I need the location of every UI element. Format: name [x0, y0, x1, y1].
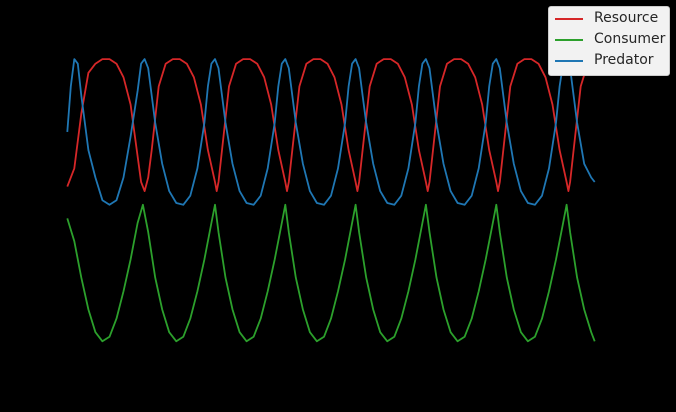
y-tick-label: -0.4 [31, 325, 54, 339]
y-tick-label: 2.6 [35, 52, 54, 66]
legend-item-predator: Predator [549, 51, 669, 71]
series-line-resource [66, 58, 596, 193]
legend-label-resource: Resource [594, 10, 659, 26]
y-tick-label: 0.6 [35, 234, 54, 248]
x-tick-label: 3000 [579, 364, 610, 378]
series-layer [66, 58, 596, 343]
plot-frame [61, 49, 601, 356]
legend: Resource Consumer Predator [548, 6, 670, 76]
legend-label-predator: Predator [594, 52, 654, 68]
plot-border [61, 49, 601, 356]
series-line-predator [66, 58, 596, 206]
y-axis: -0.4 0.1 0.6 1.1 1.6 2.1 2.6 [31, 52, 62, 339]
y-tick-label: 0.1 [35, 280, 54, 294]
legend-item-consumer: Consumer [549, 30, 669, 50]
legend-swatch-consumer [555, 39, 583, 41]
x-tick-label: 2500 [492, 364, 523, 378]
legend-swatch-resource [555, 18, 583, 20]
series-line-consumer [66, 203, 596, 343]
y-tick-label: 1.6 [35, 143, 54, 157]
legend-swatch-predator [555, 60, 583, 62]
x-tick-label: 0 [63, 364, 71, 378]
y-tick-label: 1.1 [35, 189, 54, 203]
y-tick-label: 2.1 [35, 98, 54, 112]
legend-label-consumer: Consumer [594, 31, 666, 47]
legend-item-resource: Resource [549, 9, 669, 29]
x-tick-label: 2000 [404, 364, 435, 378]
x-tick-label: 1000 [228, 364, 259, 378]
x-tick-label: 500 [144, 364, 167, 378]
x-axis: 0 500 1000 1500 2000 2500 3000 [63, 355, 610, 378]
x-tick-label: 1500 [316, 364, 347, 378]
